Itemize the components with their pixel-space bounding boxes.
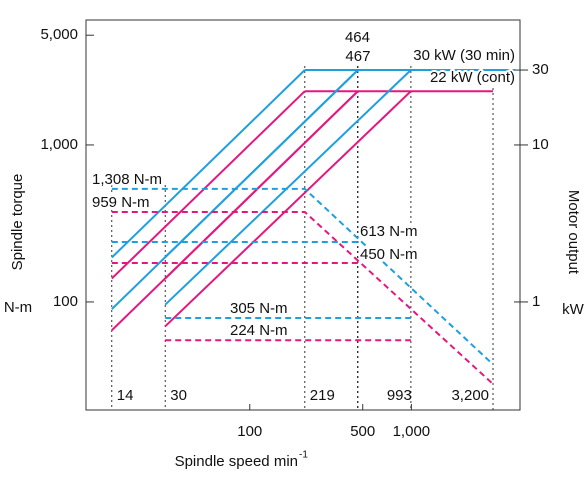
y2-tick-label: 10 [532, 136, 549, 153]
series-label: 1,308 N-m [92, 171, 162, 188]
torque-line [111, 187, 494, 366]
x-axis-label: Spindle speed min [175, 453, 298, 470]
y-axis-label: Spindle torque [9, 174, 26, 271]
plot-frame [85, 19, 521, 411]
y2-axis-label: Motor output [565, 190, 582, 275]
series-label: 30 kW (30 min) [413, 47, 515, 64]
y2-axis-unit: kW [562, 301, 585, 318]
x-tick-label: 100 [237, 423, 262, 440]
y-tick-label: 5,000 [40, 26, 78, 43]
power-line [111, 90, 306, 280]
speed-mark-label: 219 [310, 387, 335, 404]
y-tick-label: 1,000 [40, 136, 78, 153]
series-label: 959 N-m [92, 194, 150, 211]
x-tick-label: 500 [350, 423, 375, 440]
speed-mark-label: 14 [117, 387, 134, 404]
power-line [164, 69, 359, 258]
speed-mark-label: 3,200 [451, 387, 489, 404]
top-mark-label: 467 [345, 48, 370, 65]
top-mark-label: 464 [345, 29, 370, 46]
power-line [111, 69, 306, 259]
power-line [164, 69, 412, 306]
series-label: 305 N-m [230, 300, 288, 317]
y-tick-label: 100 [53, 293, 78, 310]
x-axis-label-sup: -1 [299, 450, 308, 461]
power-line [164, 90, 412, 328]
y2-tick-label: 1 [532, 293, 540, 310]
y-axis-unit: N-m [4, 299, 32, 316]
speed-mark-label: 30 [170, 387, 187, 404]
series-label: 22 kW (cont) [430, 69, 515, 86]
power-line [164, 90, 359, 280]
series-label: 450 N-m [360, 246, 418, 263]
speed-mark-label: 993 [387, 387, 412, 404]
torque-line [111, 211, 494, 385]
x-tick-label: 1,000 [393, 423, 431, 440]
y2-tick-label: 30 [532, 61, 549, 78]
series-label: 613 N-m [360, 223, 418, 240]
series-label: 224 N-m [230, 322, 288, 339]
